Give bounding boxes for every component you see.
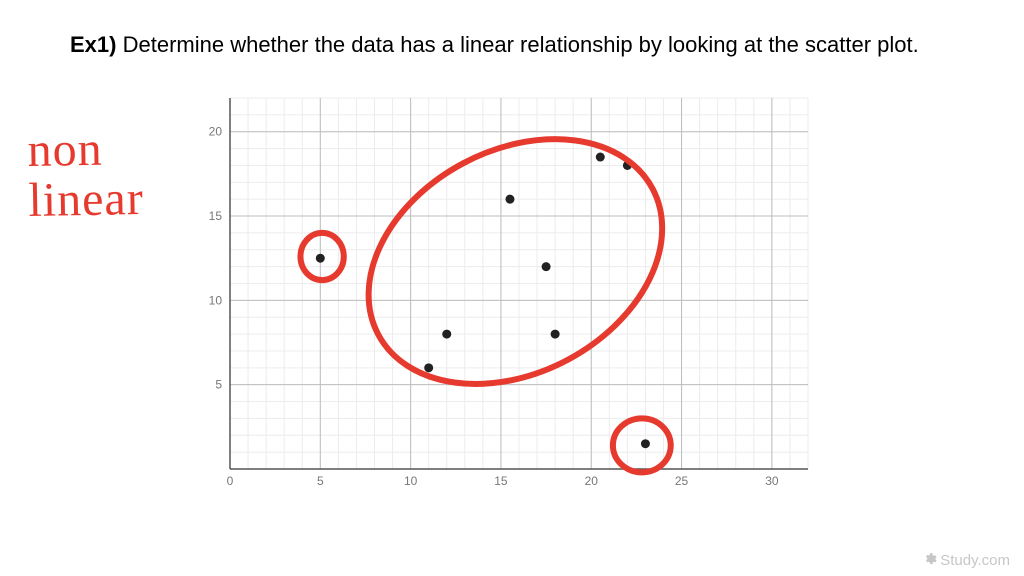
data-point bbox=[551, 330, 560, 339]
data-point bbox=[596, 153, 605, 162]
data-point bbox=[641, 439, 650, 448]
y-tick-label: 15 bbox=[209, 209, 223, 223]
watermark: Study.com bbox=[923, 552, 1010, 570]
x-tick-label: 10 bbox=[404, 474, 418, 488]
y-tick-label: 5 bbox=[215, 378, 222, 392]
x-tick-label: 30 bbox=[765, 474, 779, 488]
x-tick-label: 15 bbox=[494, 474, 508, 488]
watermark-text: Study.com bbox=[940, 552, 1010, 569]
question-body: Determine whether the data has a linear … bbox=[123, 32, 919, 57]
data-point bbox=[505, 195, 514, 204]
x-tick-label: 20 bbox=[585, 474, 599, 488]
y-tick-label: 20 bbox=[209, 125, 223, 139]
gear-icon bbox=[923, 552, 937, 570]
y-tick-label: 10 bbox=[209, 293, 223, 307]
question-label: Ex1) bbox=[70, 32, 116, 57]
data-point bbox=[316, 254, 325, 263]
data-point bbox=[542, 262, 551, 271]
handwritten-annotation: non linear bbox=[27, 124, 144, 227]
data-point bbox=[442, 330, 451, 339]
content-region: Ex1) Determine whether the data has a li… bbox=[70, 30, 960, 66]
scatter-plot: 0 5 10 15 20 25 30 5 10 15 20 bbox=[195, 90, 820, 495]
data-point bbox=[424, 363, 433, 372]
question-text: Ex1) Determine whether the data has a li… bbox=[70, 30, 960, 60]
x-tick-label: 25 bbox=[675, 474, 689, 488]
handwritten-line-2: linear bbox=[28, 174, 144, 226]
x-tick-label: 0 bbox=[227, 474, 234, 488]
handwritten-line-1: non bbox=[27, 124, 143, 176]
scatter-plot-svg: 0 5 10 15 20 25 30 5 10 15 20 bbox=[195, 90, 820, 495]
x-tick-label: 5 bbox=[317, 474, 324, 488]
